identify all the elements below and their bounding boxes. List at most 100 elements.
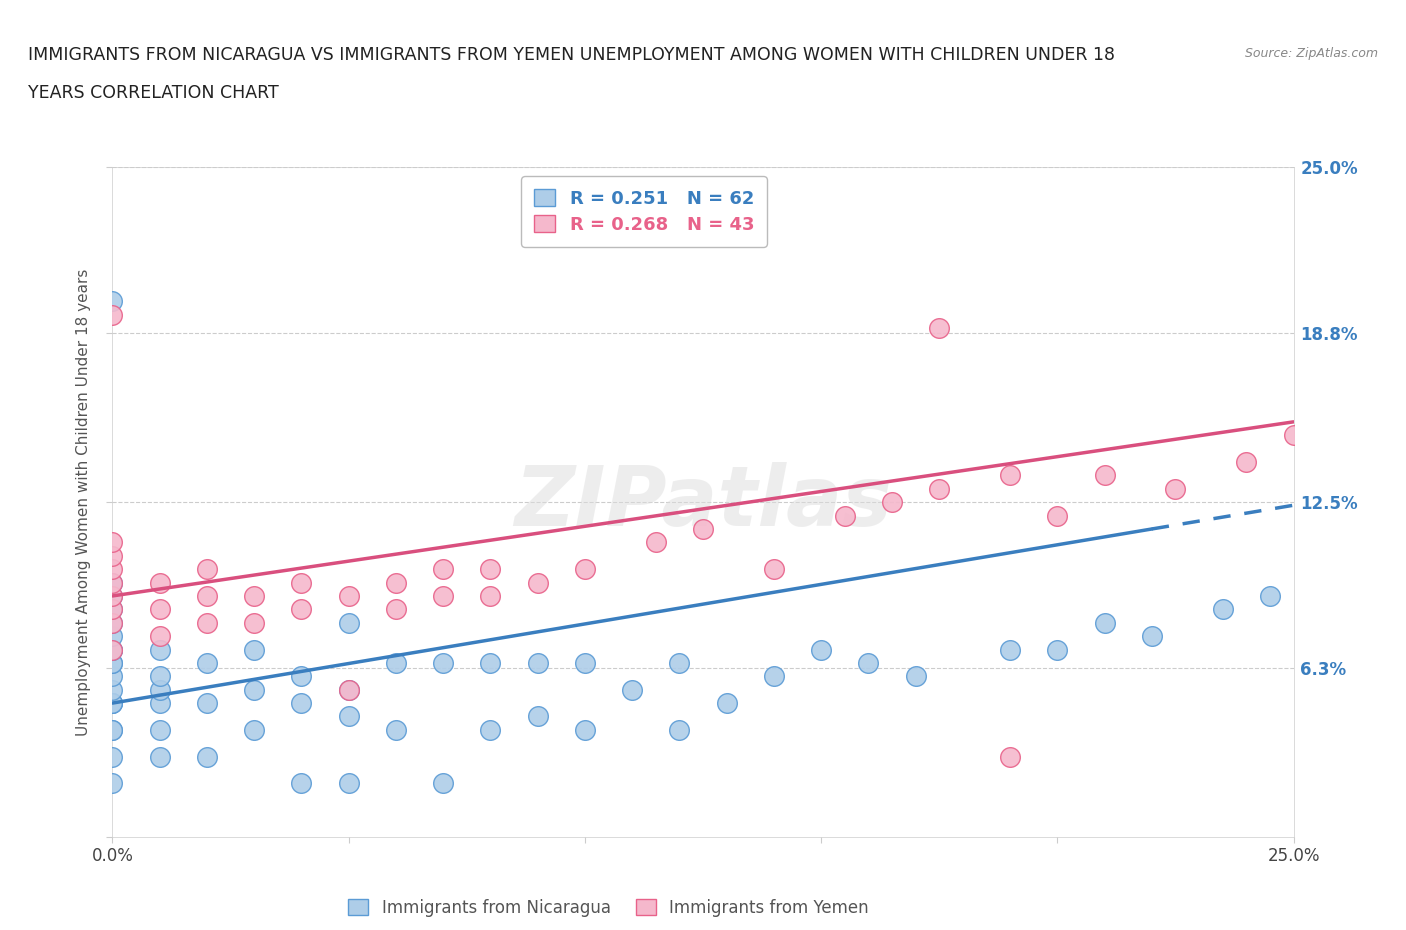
Y-axis label: Unemployment Among Women with Children Under 18 years: Unemployment Among Women with Children U… (76, 269, 91, 736)
Point (1258, 589, 1281, 604)
Point (526, 656, 548, 671)
Point (574, 723, 596, 737)
Point (337, 683, 360, 698)
Point (1094, 468, 1116, 483)
Point (101, 723, 124, 737)
Point (668, 656, 690, 671)
Point (195, 696, 218, 711)
Point (101, 616, 124, 631)
Point (195, 750, 218, 764)
Point (432, 589, 454, 604)
Point (149, 683, 172, 698)
Point (101, 696, 124, 711)
Point (101, 562, 124, 577)
Point (716, 696, 738, 711)
Point (195, 616, 218, 631)
Point (337, 616, 360, 631)
Point (149, 723, 172, 737)
Point (101, 642, 124, 657)
Point (101, 589, 124, 604)
Point (928, 482, 950, 497)
Point (337, 589, 360, 604)
Point (149, 669, 172, 684)
Point (1140, 629, 1163, 644)
Point (290, 575, 312, 590)
Point (526, 709, 548, 724)
Text: ZIPatlas: ZIPatlas (515, 461, 891, 543)
Point (526, 575, 548, 590)
Point (621, 683, 644, 698)
Point (479, 723, 502, 737)
Point (834, 508, 856, 523)
Point (101, 656, 124, 671)
Point (149, 750, 172, 764)
Point (101, 776, 124, 790)
Point (880, 495, 903, 510)
Point (243, 683, 266, 698)
Point (479, 562, 502, 577)
Point (101, 589, 124, 604)
Point (385, 575, 408, 590)
Text: YEARS CORRELATION CHART: YEARS CORRELATION CHART (28, 84, 278, 101)
Point (574, 656, 596, 671)
Point (101, 683, 124, 698)
Point (574, 562, 596, 577)
Point (644, 535, 666, 550)
Point (101, 575, 124, 590)
Point (998, 468, 1021, 483)
Point (432, 656, 454, 671)
Point (101, 294, 124, 309)
Point (810, 642, 832, 657)
Point (1212, 602, 1234, 617)
Point (101, 535, 124, 550)
Point (904, 669, 927, 684)
Point (337, 683, 360, 698)
Point (101, 307, 124, 322)
Point (101, 642, 124, 657)
Point (101, 575, 124, 590)
Point (762, 669, 785, 684)
Point (1282, 428, 1305, 443)
Point (101, 656, 124, 671)
Point (149, 642, 172, 657)
Point (149, 696, 172, 711)
Point (762, 562, 785, 577)
Point (101, 629, 124, 644)
Point (858, 656, 880, 671)
Point (1164, 482, 1187, 497)
Point (101, 723, 124, 737)
Point (101, 602, 124, 617)
Point (195, 562, 218, 577)
Point (243, 723, 266, 737)
Point (385, 656, 408, 671)
Point (149, 602, 172, 617)
Point (243, 589, 266, 604)
Point (1046, 508, 1069, 523)
Point (928, 321, 950, 336)
Point (290, 602, 312, 617)
Point (432, 562, 454, 577)
Legend: Immigrants from Nicaragua, Immigrants from Yemen: Immigrants from Nicaragua, Immigrants fr… (342, 892, 876, 923)
Text: Source: ZipAtlas.com: Source: ZipAtlas.com (1244, 46, 1378, 60)
Point (243, 642, 266, 657)
Point (101, 616, 124, 631)
Point (479, 589, 502, 604)
Point (149, 575, 172, 590)
Point (385, 723, 408, 737)
Point (1094, 616, 1116, 631)
Point (101, 696, 124, 711)
Point (385, 602, 408, 617)
Point (432, 776, 454, 790)
Point (290, 776, 312, 790)
Point (479, 656, 502, 671)
Point (290, 669, 312, 684)
Point (195, 656, 218, 671)
Point (668, 723, 690, 737)
Point (337, 776, 360, 790)
Point (101, 549, 124, 564)
Point (195, 589, 218, 604)
Point (998, 750, 1021, 764)
Point (692, 522, 714, 537)
Point (101, 602, 124, 617)
Point (998, 642, 1021, 657)
